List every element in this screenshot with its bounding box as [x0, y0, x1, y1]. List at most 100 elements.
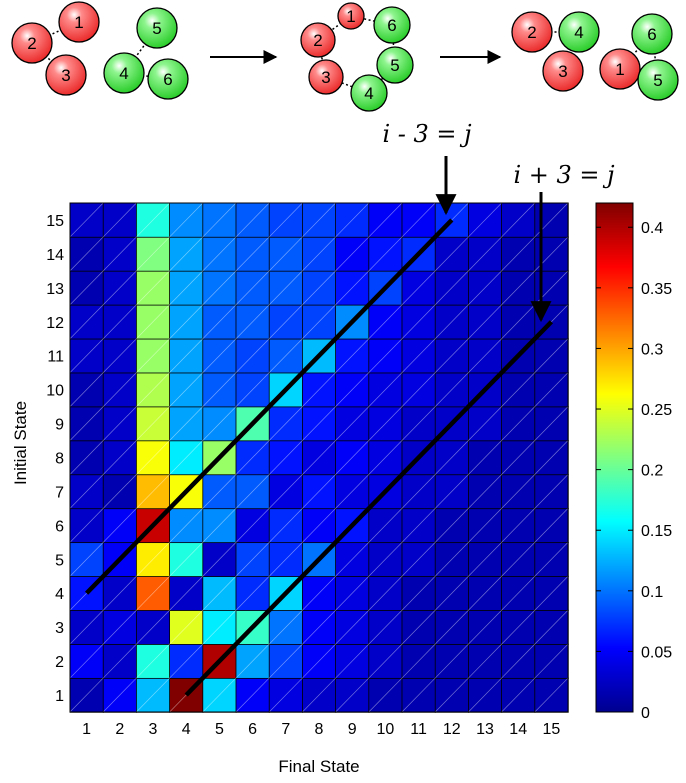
heatmap-cell-3-8 [301, 609, 337, 645]
heatmap-cell-7-12 [434, 474, 470, 510]
y-tick-label: 10 [46, 383, 64, 400]
colorbar-tick-label: 0 [641, 705, 650, 722]
heatmap-cell-5-3 [135, 541, 171, 577]
heatmap-cell-9-8 [301, 406, 337, 442]
heatmap-cell-15-13 [467, 202, 503, 238]
cell-hatch [136, 677, 170, 713]
cell-hatch [202, 542, 237, 577]
cell-hatch [368, 304, 403, 339]
line-label-i-minus-3: i - 3 = j [382, 120, 472, 148]
heatmap-cell-1-7 [268, 677, 304, 713]
ring-node-4: 4 [350, 74, 388, 112]
heatmap-cell-9-13 [467, 406, 503, 442]
heatmap-cell-10-9 [335, 372, 370, 408]
cell-hatch [136, 542, 170, 577]
cell-hatch [401, 202, 436, 238]
heatmap-cell-8-3 [135, 440, 171, 476]
colorbar-tick-label: 0.35 [641, 281, 672, 298]
cell-hatch [102, 677, 137, 713]
cell-hatch [136, 372, 170, 407]
cell-hatch [202, 406, 237, 441]
heatmap-cell-11-7 [268, 338, 304, 374]
heatmap-cell-9-4 [169, 406, 204, 442]
heatmap-cell-13-13 [467, 270, 503, 306]
cell-hatch [434, 372, 469, 407]
cell-hatch [468, 406, 502, 441]
cell-hatch [434, 508, 469, 543]
cell-hatch [202, 677, 237, 713]
cell-hatch [335, 677, 370, 713]
colorbar-tick-label: 0.3 [641, 341, 663, 358]
cell-hatch [434, 542, 469, 577]
heatmap-cell-4-14 [501, 575, 536, 611]
heatmap-cell-7-11 [401, 474, 436, 510]
heatmap-cell-10-8 [301, 372, 337, 408]
cell-hatch [69, 236, 104, 272]
cell-hatch [534, 372, 569, 407]
ring-bond [325, 76, 370, 94]
x-tick-label: 14 [509, 721, 527, 738]
cell-hatch [235, 508, 270, 543]
heatmap-cell-3-4 [169, 609, 204, 645]
cell-hatch [302, 609, 336, 645]
heatmap-cell-15-1 [69, 202, 104, 238]
ring-node-2: 2 [300, 22, 336, 58]
heatmap-cell-14-4 [169, 236, 204, 272]
heatmap-cell-8-10 [368, 440, 403, 476]
heatmap-cell-12-8 [301, 304, 337, 340]
cell-hatch [468, 542, 502, 577]
heatmap-cell-4-15 [534, 575, 569, 611]
cell-hatch [468, 576, 502, 611]
cell-hatch [202, 338, 237, 373]
cell-hatch [335, 406, 370, 441]
cell-hatch [169, 202, 204, 238]
heatmap-cell-8-8 [301, 440, 337, 476]
cell-hatch [401, 576, 436, 611]
heatmap-cell-3-15 [534, 609, 569, 645]
heatmap-cell-10-10 [368, 372, 403, 408]
cell-hatch [268, 236, 303, 272]
cell-hatch [534, 474, 569, 509]
heatmap-cell-8-13 [467, 440, 503, 476]
cell-hatch [69, 270, 104, 306]
cell-hatch [69, 643, 104, 679]
x-tick-label: 2 [115, 721, 124, 738]
red-node-circle [300, 22, 336, 58]
cell-hatch [401, 609, 436, 645]
cell-hatch [136, 576, 170, 611]
cell-hatch [468, 677, 502, 713]
y-tick-label: 11 [47, 349, 64, 366]
cell-hatch [169, 304, 204, 339]
heatmap-cell-6-12 [434, 507, 470, 544]
cell-hatch [268, 508, 303, 543]
ring-node-3: 3 [542, 50, 584, 92]
heatmap-cell-11-13 [467, 338, 503, 374]
cell-hatch [235, 576, 270, 611]
cell-hatch [169, 508, 204, 543]
cell-hatch [434, 643, 469, 679]
heatmap-cell-10-12 [434, 372, 470, 408]
x-axis-label: Final State [278, 757, 359, 776]
heatmap-cell-15-14 [501, 202, 536, 238]
cell-hatch [434, 576, 469, 611]
red-node-circle [511, 11, 553, 53]
cell-hatch [268, 609, 303, 645]
heatmap-cell-11-10 [368, 338, 403, 374]
cell-hatch [368, 338, 403, 373]
heatmap-cell-12-2 [102, 304, 138, 340]
heatmap-cell-15-8 [301, 202, 337, 238]
heatmap-cell-4-10 [368, 575, 403, 611]
heatmap-cell-6-7 [268, 507, 304, 544]
red-node-circle [11, 22, 53, 64]
x-ticks: 1 2 3 4 5 6 7 8 9 10 11 12 13 14 15 [82, 721, 560, 738]
ring-node-2: 2 [11, 22, 53, 64]
y-tick-label: 14 [46, 247, 64, 264]
y-tick-label: 3 [55, 620, 64, 637]
x-tick-label: 3 [149, 721, 158, 738]
cell-hatch [102, 202, 137, 238]
heatmap-cell-1-15 [534, 677, 569, 713]
heatmap-cell-6-8 [301, 507, 337, 544]
x-tick-label: 7 [281, 721, 290, 738]
cell-hatch [102, 609, 137, 645]
